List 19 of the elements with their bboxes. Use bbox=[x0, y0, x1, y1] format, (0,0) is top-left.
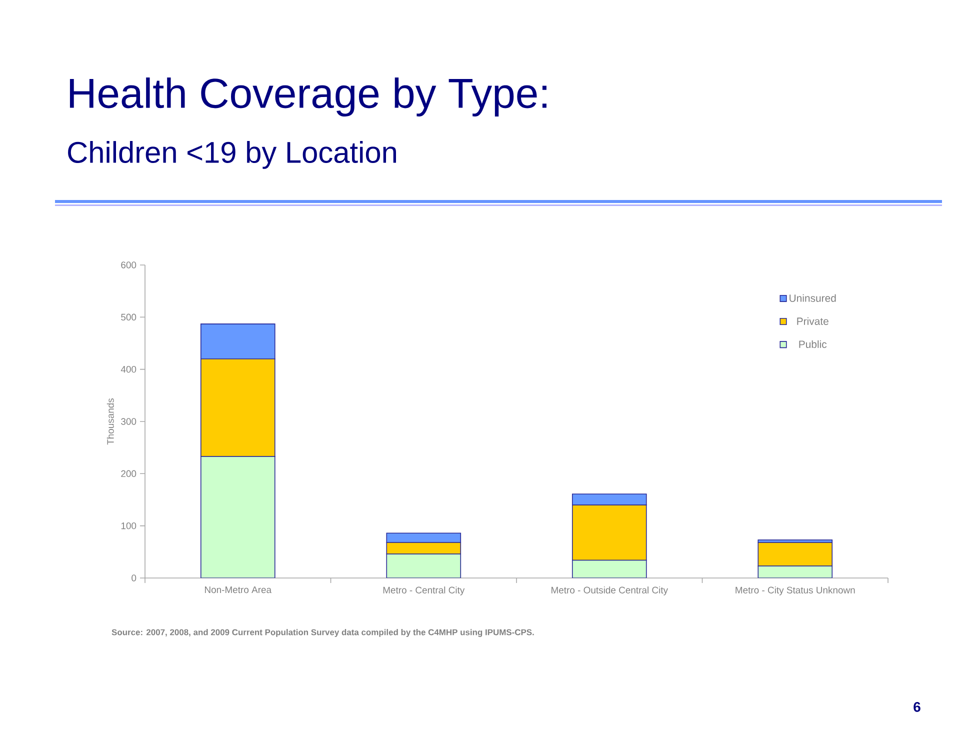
y-tick-label: 200 bbox=[121, 470, 136, 477]
chart-title: Health Coverage by Type: bbox=[70, 77, 546, 116]
text: 6 bbox=[914, 702, 920, 712]
legend-label: Private bbox=[797, 317, 828, 325]
x-tick-label: Non-Metro Area bbox=[205, 586, 272, 594]
y-tick-label: 400 bbox=[120, 366, 136, 373]
y-tick-label: 500 bbox=[121, 314, 136, 320]
x-tick-label: Metro - Outside Central City bbox=[552, 586, 668, 596]
chart-subtitle: Children <19 by Location bbox=[68, 141, 396, 169]
y-axis-title: Thousands bbox=[106, 398, 114, 445]
x-tick-label: Metro - Central City bbox=[383, 586, 465, 596]
y-tick-label: 0 bbox=[132, 574, 136, 582]
x-tick-label: Metro - City Status Unknown bbox=[736, 586, 855, 596]
legend-label: Public bbox=[799, 340, 827, 348]
source-note: Source: 2007, 2008, and 2009 Current Population Survey data compiled by the C4MHP using IPUMS-CPS. bbox=[112, 629, 534, 637]
legend-label: Uninsured bbox=[790, 294, 836, 302]
y-tick-label: 600 bbox=[121, 262, 136, 268]
y-tick-label: 100 bbox=[121, 522, 136, 530]
y-tick-label: 300 bbox=[121, 418, 136, 425]
